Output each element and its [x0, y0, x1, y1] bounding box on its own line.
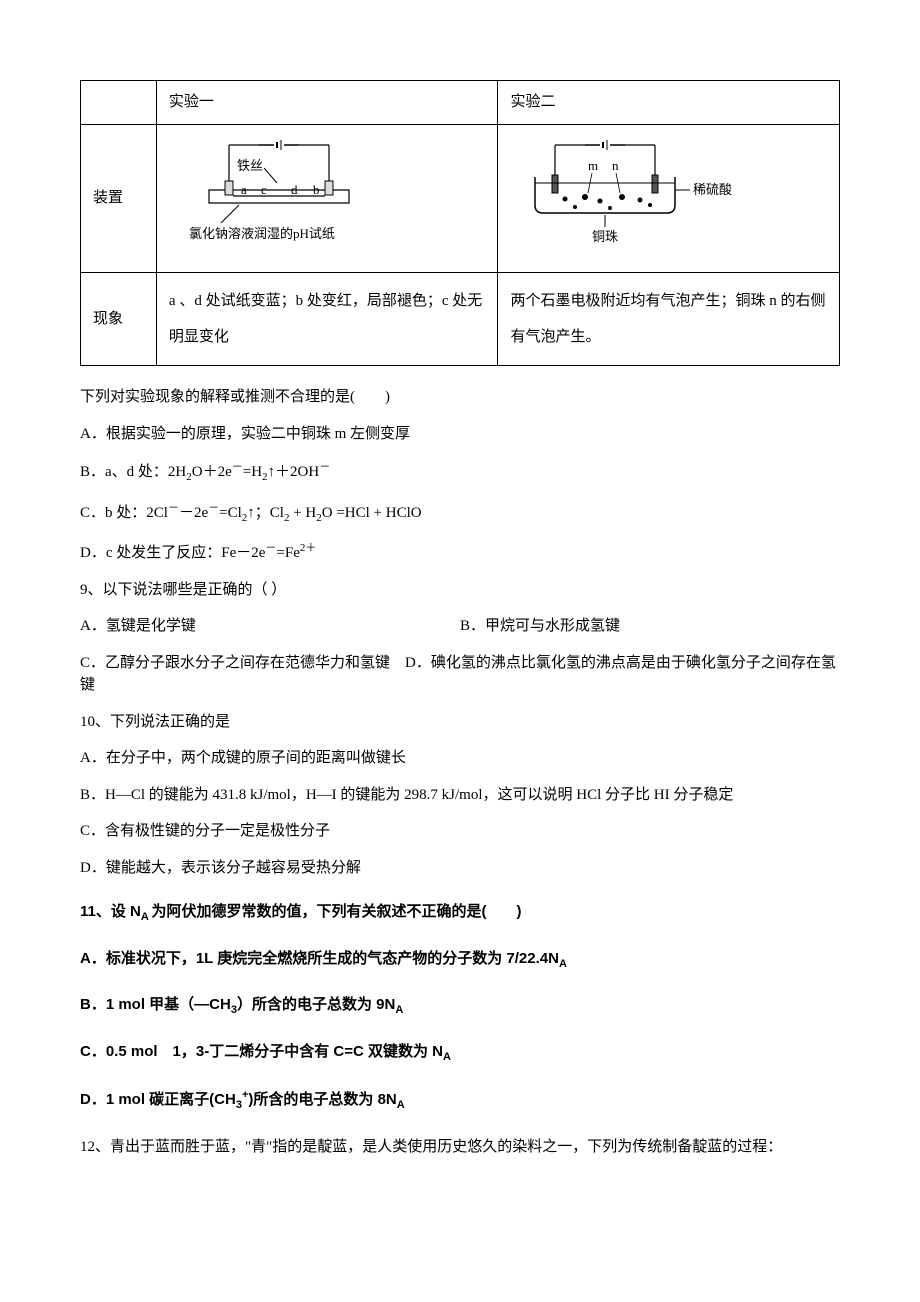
- q9-stem: 9、以下说法哪些是正确的（ ）: [80, 579, 840, 602]
- q8-option-D: D．c 处发生了反应：Fe－2e－=Fe2＋: [80, 540, 840, 565]
- q11-stem-suffix: 为阿伏加德罗常数的值，下列有关叙述不正确的是( ): [151, 903, 521, 920]
- experiment-table: 实验一 实验二 装置 铁丝 a c d: [80, 80, 840, 366]
- q8-B-text3: =H: [243, 464, 262, 480]
- q8-D-text2: =Fe: [276, 545, 299, 561]
- table-header-exp2: 实验二: [498, 81, 840, 125]
- sup-minus2: －: [319, 461, 330, 473]
- q8-D-text1: D．c 处发生了反应：Fe－2e: [80, 545, 265, 561]
- sub-A3: A: [395, 1004, 403, 1016]
- row-label-device: 装置: [81, 124, 157, 273]
- q8-C-text3: =Cl: [219, 505, 242, 521]
- table-corner: [81, 81, 157, 125]
- phenom-exp1: a 、d 处试纸变蓝；b 处变红，局部褪色；c 处无明显变化: [156, 273, 498, 366]
- device-cell-exp2: m n 稀硫酸 铜珠: [498, 124, 840, 273]
- q8-stem: 下列对实验现象的解释或推测不合理的是( ): [80, 386, 840, 409]
- q11-option-C: C．0.5 mol 1，3-丁二烯分子中含有 C=C 双键数为 NA: [80, 1041, 840, 1066]
- q11-B-prefix: B．1 mol 甲基（—CH: [80, 996, 231, 1013]
- label-d: d: [291, 182, 298, 197]
- q8-B-text4: ↑＋2OH: [268, 464, 320, 480]
- q8-option-C: C．b 处：2Cl－－2e－=Cl2↑；Cl2 + H2O =HCl + HCl…: [80, 500, 840, 527]
- sup-minus3: －: [168, 502, 179, 514]
- table-header-exp1: 实验一: [156, 81, 498, 125]
- q8-C-text6: O =HCl + HClO: [322, 505, 422, 521]
- q11-B-mid: ）所含的电子总数为 9N: [237, 996, 395, 1013]
- q11-option-A: A．标准状况下，1L 庚烷完全燃烧所生成的气态产物的分子数为 7/22.4NA: [80, 948, 840, 973]
- label-iron-wire: 铁丝: [237, 158, 263, 173]
- sub-A: A: [141, 911, 152, 923]
- label-bead: 铜珠: [592, 229, 618, 244]
- exp1-diagram-svg: 铁丝 a c d b 氯化钠溶液润湿的pH试纸: [169, 135, 389, 255]
- q11-stem-prefix: 11、设 N: [80, 903, 141, 920]
- q8-C-text2: －2e: [179, 505, 208, 521]
- q11-C-prefix: C．0.5 mol 1，3-丁二烯分子中含有 C=C 双键数为 N: [80, 1043, 443, 1060]
- sub-A4: A: [443, 1051, 451, 1063]
- q11-option-B: B．1 mol 甲基（—CH3）所含的电子总数为 9NA: [80, 994, 840, 1019]
- q9-row-CD: C．乙醇分子跟水分子之间存在范德华力和氢键 D．碘化氢的沸点比氯化氢的沸点高是由…: [80, 652, 840, 697]
- q9-row-AB: A．氢键是化学键 B．甲烷可与水形成氢键: [80, 615, 840, 638]
- label-n: n: [612, 158, 619, 173]
- q8-option-B: B．a、d 处：2H2O＋2e－=H2↑＋2OH－: [80, 459, 840, 486]
- q9-option-A: A．氢键是化学键: [80, 615, 460, 638]
- q8-option-A: A．根据实验一的原理，实验二中铜珠 m 左侧变厚: [80, 423, 840, 446]
- q10-stem: 10、下列说法正确的是: [80, 711, 840, 734]
- q8-B-text2: O＋2e: [192, 464, 232, 480]
- sup-2plus: 2＋: [300, 542, 317, 554]
- q11-option-D: D．1 mol 碳正离子(CH3+)所含的电子总数为 8NA: [80, 1087, 840, 1114]
- q8-C-text5: + H: [289, 505, 316, 521]
- label-a: a: [241, 182, 247, 197]
- exp2-diagram-svg: m n 稀硫酸 铜珠: [510, 135, 750, 255]
- q11-A-prefix: A．标准状况下，1L 庚烷完全燃烧所生成的气态产物的分子数为 7/22.4N: [80, 950, 559, 967]
- q9-option-B: B．甲烷可与水形成氢键: [460, 615, 840, 638]
- sup-minus5: －: [265, 542, 276, 554]
- q8-C-text1: C．b 处：2Cl: [80, 505, 168, 521]
- exp1-caption: 氯化钠溶液润湿的pH试纸: [189, 226, 335, 241]
- label-c: c: [261, 182, 267, 197]
- sup-minus4: －: [208, 502, 219, 514]
- label-acid: 稀硫酸: [693, 182, 732, 197]
- q11-D-prefix: D．1 mol 碳正离子(CH: [80, 1091, 236, 1108]
- q10-option-D: D．键能越大，表示该分子越容易受热分解: [80, 857, 840, 880]
- q12-stem: 12、青出于蓝而胜于蓝，"青"指的是靛蓝，是人类使用历史悠久的染料之一，下列为传…: [80, 1136, 840, 1159]
- label-m: m: [588, 158, 598, 173]
- label-b: b: [313, 182, 320, 197]
- sup-minus: －: [232, 461, 243, 473]
- row-label-phenom: 现象: [81, 273, 157, 366]
- q10-option-C: C．含有极性键的分子一定是极性分子: [80, 820, 840, 843]
- sub-A2: A: [559, 958, 567, 970]
- q8-C-text4: ↑；Cl: [247, 505, 284, 521]
- q11-D-mid: )所含的电子总数为 8N: [248, 1091, 396, 1108]
- device-cell-exp1: 铁丝 a c d b 氯化钠溶液润湿的pH试纸: [156, 124, 498, 273]
- phenom-exp2: 两个石墨电极附近均有气泡产生；铜珠 n 的右侧有气泡产生。: [498, 273, 840, 366]
- sub-A5: A: [397, 1099, 405, 1111]
- q10-option-A: A．在分子中，两个成键的原子间的距离叫做键长: [80, 747, 840, 770]
- q9-option-C: C．乙醇分子跟水分子之间存在范德华力和氢键: [80, 655, 390, 671]
- q10-option-B: B．H—Cl 的键能为 431.8 kJ/mol，H—I 的键能为 298.7 …: [80, 784, 840, 807]
- q8-B-text1: B．a、d 处：2H: [80, 464, 186, 480]
- q11-stem: 11、设 NA 为阿伏加德罗常数的值，下列有关叙述不正确的是( ): [80, 901, 840, 926]
